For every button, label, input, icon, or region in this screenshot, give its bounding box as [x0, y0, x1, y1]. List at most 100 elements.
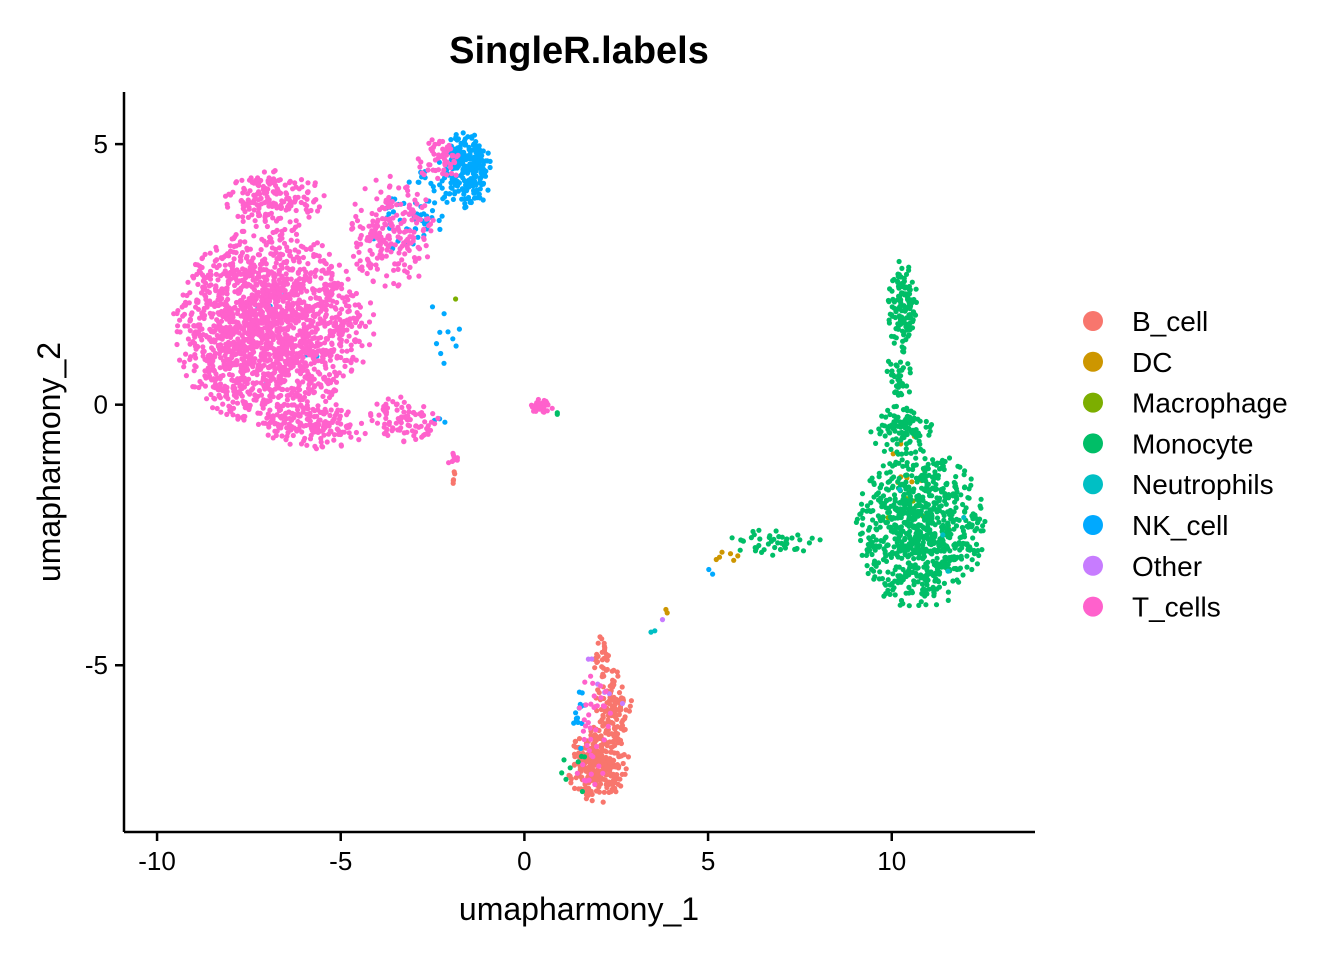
- data-point: [616, 690, 623, 696]
- data-point: [915, 579, 921, 585]
- data-point: [403, 228, 409, 234]
- data-point: [706, 566, 712, 573]
- data-point: [853, 519, 860, 526]
- data-point: [588, 752, 594, 758]
- data-point: [213, 271, 219, 277]
- data-point: [792, 546, 798, 553]
- data-point: [268, 322, 274, 328]
- data-point: [293, 281, 299, 287]
- data-point: [924, 516, 930, 523]
- data-point: [597, 683, 604, 689]
- data-point: [174, 329, 180, 335]
- data-point: [285, 367, 291, 373]
- data-point: [447, 191, 453, 197]
- data-point: [267, 386, 273, 393]
- data-point: [247, 282, 253, 288]
- data-point: [370, 229, 376, 235]
- data-point: [961, 534, 968, 540]
- data-point: [279, 386, 285, 392]
- data-point: [896, 305, 902, 311]
- data-point: [318, 308, 324, 314]
- data-point: [923, 473, 929, 479]
- data-point: [284, 244, 290, 250]
- data-point: [294, 428, 300, 434]
- data-point: [430, 217, 436, 223]
- data-point: [615, 731, 621, 737]
- legend-label: NK_cell: [1132, 510, 1228, 541]
- chart-title: SingleR.labels: [449, 30, 709, 72]
- data-point: [956, 541, 963, 547]
- data-point: [207, 250, 213, 256]
- series-Monocyte: [554, 258, 988, 795]
- data-point: [969, 557, 975, 563]
- data-point: [327, 357, 333, 363]
- data-point: [354, 261, 360, 267]
- data-point: [962, 509, 968, 515]
- data-point: [296, 222, 302, 228]
- data-point: [234, 277, 240, 283]
- data-point: [224, 273, 230, 279]
- data-point: [346, 333, 352, 339]
- data-point: [407, 264, 413, 270]
- data-point: [909, 473, 915, 479]
- data-point: [609, 668, 615, 674]
- data-point: [586, 788, 592, 794]
- data-point: [877, 524, 883, 530]
- data-point: [891, 492, 898, 498]
- data-point: [943, 482, 950, 488]
- data-point: [913, 299, 920, 305]
- data-point: [976, 552, 982, 559]
- data-point: [249, 309, 255, 315]
- data-point: [199, 337, 205, 343]
- data-point: [582, 679, 588, 685]
- data-point: [945, 529, 952, 535]
- data-point: [454, 137, 460, 143]
- data-point: [906, 323, 912, 329]
- data-point: [584, 742, 590, 749]
- data-point: [242, 239, 248, 245]
- data-point: [238, 365, 244, 371]
- data-point: [335, 427, 341, 433]
- data-point: [873, 520, 879, 527]
- data-point: [335, 407, 341, 413]
- data-point: [869, 551, 875, 558]
- data-point: [870, 533, 876, 540]
- data-point: [358, 420, 365, 426]
- data-point: [241, 355, 247, 361]
- data-point: [373, 212, 379, 218]
- data-point: [415, 234, 421, 240]
- data-point: [430, 184, 436, 190]
- data-point: [184, 292, 190, 299]
- legend: B_cellDCMacrophageMonocyteNeutrophilsNK_…: [1083, 306, 1288, 623]
- data-point: [238, 285, 244, 291]
- data-point: [430, 411, 436, 417]
- data-point: [559, 770, 565, 776]
- data-point: [353, 357, 359, 363]
- data-point: [858, 501, 865, 507]
- data-point: [894, 540, 900, 546]
- data-point: [903, 291, 909, 297]
- data-point: [903, 271, 910, 277]
- data-point: [251, 339, 257, 345]
- data-point: [293, 184, 299, 190]
- data-point: [201, 315, 207, 322]
- data-point: [312, 314, 318, 320]
- data-point: [940, 526, 946, 533]
- data-point: [909, 479, 915, 485]
- data-point: [313, 303, 319, 309]
- data-point: [259, 402, 265, 408]
- legend-label: Monocyte: [1132, 428, 1253, 459]
- data-point: [900, 348, 906, 354]
- data-point: [298, 312, 304, 318]
- data-point: [436, 159, 442, 165]
- data-point: [397, 229, 403, 235]
- data-point: [461, 167, 467, 173]
- data-point: [305, 180, 311, 186]
- data-point: [901, 548, 908, 554]
- data-point: [340, 373, 346, 379]
- data-point: [592, 781, 598, 788]
- data-point: [940, 522, 946, 529]
- data-point: [283, 410, 289, 416]
- data-point: [386, 236, 392, 242]
- data-point: [255, 175, 261, 181]
